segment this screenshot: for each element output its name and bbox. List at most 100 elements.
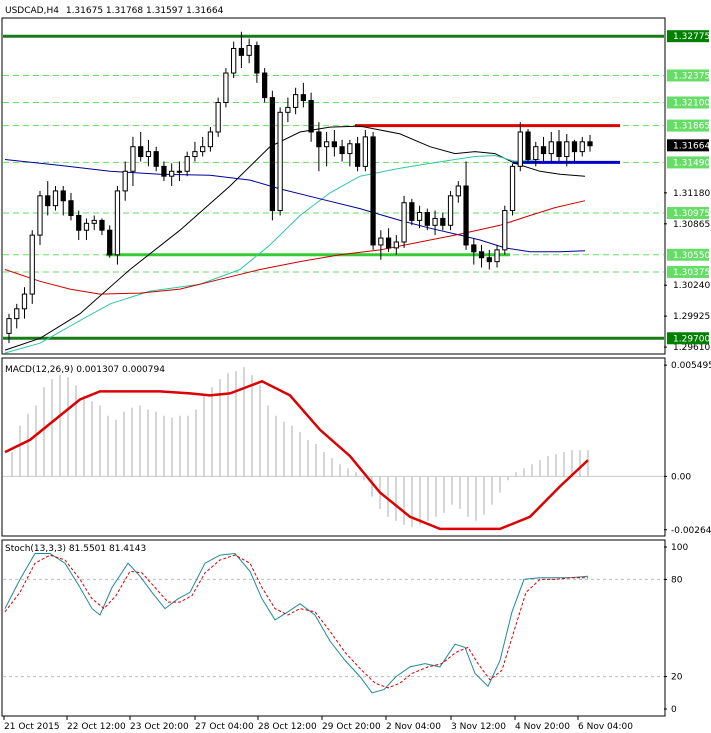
- candle-body-47: [370, 136, 376, 246]
- price-tick-label-6: 1.31180: [673, 189, 710, 199]
- candle-body-57: [447, 195, 454, 226]
- price-tag-bg-7: [667, 248, 709, 261]
- stoch-series-1: [4, 554, 588, 689]
- candle-body-16: [130, 146, 136, 172]
- candlesticks: [6, 31, 593, 344]
- price-horizontal-lines: [3, 34, 664, 340]
- price-tags: 1.32775 1.32375 1.32100 1.31865 1.31664 1.314…: [667, 30, 710, 345]
- price-tag-label-9: 1.29700: [673, 334, 710, 344]
- macd-signal-line: [4, 379, 589, 531]
- chart-header: USDCAD,H4 1.31675 1.31768 1.31597 1.3166…: [5, 6, 224, 16]
- candle-body-66: [517, 131, 523, 167]
- candle-body-15: [122, 170, 128, 192]
- time-tick-label-1: 22 Oct 12:00: [67, 722, 126, 732]
- price-tag-bg-2: [667, 96, 709, 109]
- price-tag-label-1: 1.32375: [673, 71, 710, 81]
- candle-body-9: [76, 214, 82, 231]
- candle-body-70: [548, 141, 554, 155]
- candle-body-25: [200, 146, 206, 153]
- candle-body-65: [509, 165, 516, 212]
- moving-average-2: [4, 159, 586, 253]
- candle-body-14: [114, 190, 121, 256]
- candle-body-75: [587, 141, 593, 147]
- candle-body-44: [347, 143, 353, 155]
- candle-body-46: [362, 136, 368, 167]
- candle-body-40: [316, 131, 322, 148]
- price-tag-label-2: 1.32100: [673, 99, 710, 109]
- candle-body-36: [285, 106, 291, 113]
- candle-body-42: [331, 141, 337, 148]
- price-tag-label-7: 1.30550: [673, 251, 710, 261]
- price-tick-label-14: 1.29610: [673, 343, 710, 353]
- price-tag-bg-8: [667, 265, 709, 278]
- header-ohlc: 1.31675 1.31768 1.31597 1.31664: [66, 6, 224, 16]
- stoch-tick-label-0: 100: [671, 543, 688, 553]
- candle-body-24: [192, 151, 198, 158]
- candle-body-41: [323, 141, 330, 148]
- price-tick-label-8: 1.30865: [673, 220, 710, 230]
- candle-body-0: [6, 318, 12, 334]
- candle-body-29: [231, 47, 237, 74]
- time-tick-label-2: 23 Oct 20:00: [130, 722, 189, 732]
- time-tick-label-7: 3 Nov 12:00: [451, 722, 506, 732]
- time-tick-label-5: 29 Oct 20:00: [322, 722, 381, 732]
- macd-tick-label-2: -0.002642: [671, 526, 711, 536]
- price-tag-bg-5: [667, 156, 709, 169]
- candle-body-13: [107, 229, 113, 256]
- macd-signal: [4, 379, 589, 531]
- candle-body-20: [161, 165, 167, 177]
- time-tick-label-0: 21 Oct 2015: [4, 722, 60, 732]
- price-tag-bg-4: [667, 139, 709, 152]
- candle-body-4: [37, 195, 43, 236]
- candle-body-69: [540, 146, 547, 155]
- candle-body-51: [401, 202, 407, 243]
- candle-body-33: [262, 72, 268, 99]
- candle-body-53: [416, 212, 423, 221]
- candle-body-18: [145, 151, 152, 158]
- macd-axis-labels: 0.005495 0.00 -0.002642: [664, 361, 711, 536]
- header-symbol: USDCAD,H4: [5, 6, 59, 16]
- candle-body-48: [378, 237, 384, 246]
- stoch-lines: [4, 552, 589, 694]
- moving-average-1: [4, 154, 541, 354]
- candle-body-68: [533, 146, 539, 160]
- candle-body-71: [556, 141, 562, 158]
- time-tick-label-4: 28 Oct 12:00: [258, 722, 317, 732]
- price-tag-bg-0: [667, 30, 709, 43]
- candle-body-39: [308, 100, 314, 133]
- price-tag-label-3: 1.31865: [673, 122, 710, 132]
- candle-body-45: [354, 143, 361, 167]
- candle-body-59: [463, 185, 469, 246]
- candle-body-54: [424, 212, 430, 226]
- price-axis-labels: 1.31180 1.30865 1.30240 1.29925 1.29610: [664, 189, 710, 353]
- time-axis-labels: 21 Oct 2015 22 Oct 12:00 23 Oct 20:00 27 Oc…: [3, 716, 633, 732]
- candle-body-37: [292, 94, 299, 108]
- moving-average-3: [4, 200, 586, 295]
- candle-body-56: [440, 217, 446, 226]
- candle-body-72: [564, 141, 570, 158]
- time-tick-label-9: 6 Nov 04:00: [578, 722, 633, 732]
- candle-body-62: [486, 257, 492, 263]
- price-tag-label-5: 1.31490: [673, 158, 710, 168]
- candle-body-58: [455, 185, 461, 197]
- candle-body-32: [254, 45, 260, 74]
- candle-body-26: [207, 131, 214, 148]
- candle-body-11: [91, 219, 97, 224]
- macd-panel-frame: [1, 357, 666, 537]
- candle-body-64: [502, 210, 508, 251]
- price-tag-label-8: 1.30375: [673, 268, 710, 278]
- stoch-title: Stoch(13,3,3) 81.5501 81.4143: [5, 544, 146, 554]
- price-tag-bg-9: [667, 332, 709, 345]
- stoch-axis-labels: 100 80 20 0: [664, 543, 688, 715]
- candle-body-3: [29, 234, 35, 295]
- stoch-series-0: [4, 552, 589, 694]
- macd-histogram: [11, 367, 589, 527]
- time-tick-label-8: 4 Nov 20:00: [515, 722, 570, 732]
- candle-body-2: [21, 293, 28, 310]
- candle-body-49: [385, 237, 392, 249]
- candle-body-28: [223, 72, 229, 103]
- candle-body-21: [169, 170, 175, 177]
- candle-body-10: [83, 222, 90, 231]
- stoch-tick-label-2: 20: [671, 673, 683, 683]
